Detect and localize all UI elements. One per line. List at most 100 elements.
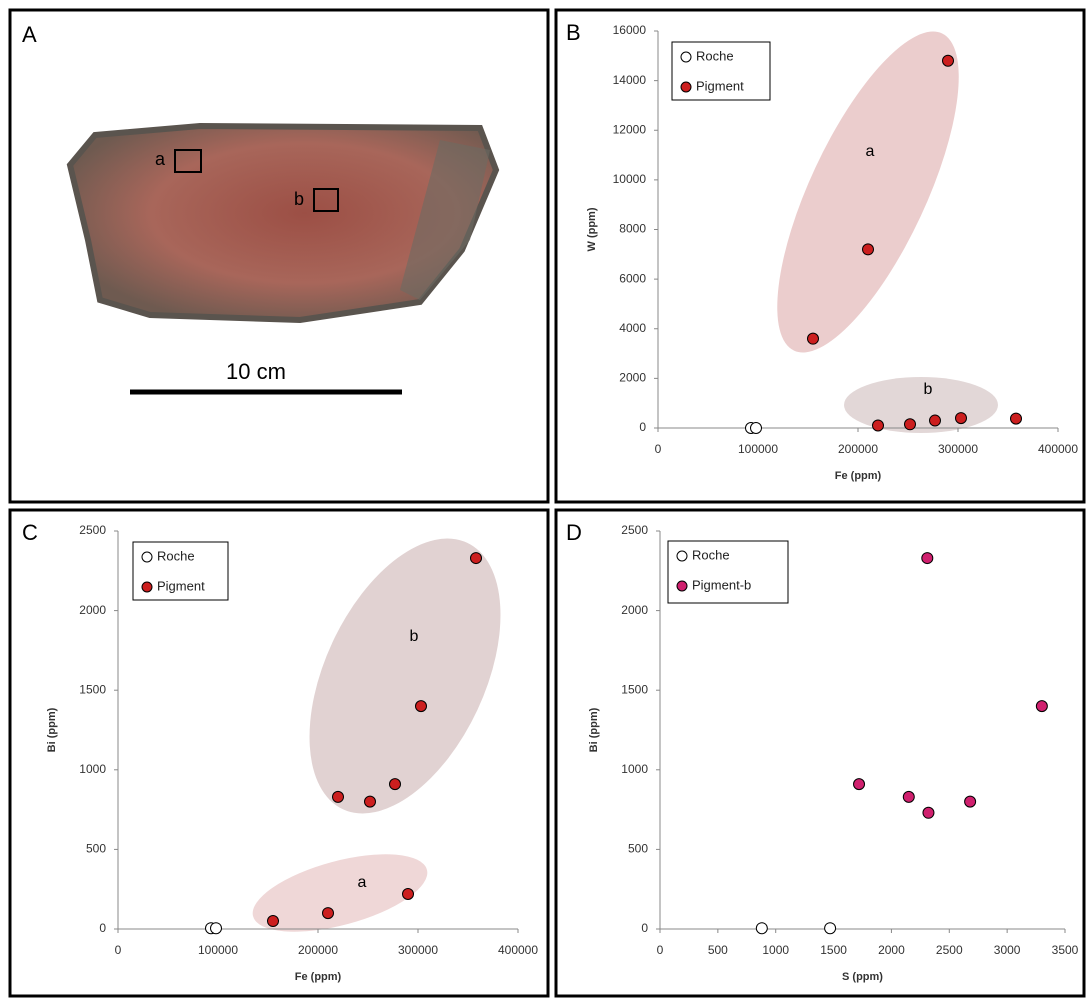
data-point <box>210 922 222 935</box>
y-tick-label: 0 <box>639 420 646 434</box>
y-axis-label: Bi (ppm) <box>588 707 600 752</box>
x-tick-label: 1500 <box>820 943 847 957</box>
data-point <box>807 332 819 345</box>
x-tick-label: 1000 <box>762 943 789 957</box>
x-axis-label: S (ppm) <box>842 971 883 983</box>
y-tick-label: 2000 <box>621 603 648 617</box>
data-point <box>929 414 941 427</box>
y-tick-label: 6000 <box>619 271 646 285</box>
panel-letter: C <box>22 520 38 545</box>
x-tick-label: 2000 <box>878 943 905 957</box>
y-axis-label: Bi (ppm) <box>46 707 58 752</box>
y-tick-label: 8000 <box>619 222 646 236</box>
data-point <box>872 419 884 432</box>
data-point <box>904 418 916 431</box>
data-point <box>824 922 837 935</box>
sample-label: a <box>155 149 166 169</box>
group-ellipse <box>252 854 428 932</box>
data-point <box>755 922 768 935</box>
x-tick-label: 0 <box>655 442 662 456</box>
y-tick-label: 1500 <box>621 682 648 696</box>
data-point <box>902 790 915 803</box>
legend-marker <box>680 51 692 63</box>
legend-label: Pigment-b <box>692 577 751 592</box>
y-axis-label: W (ppm) <box>586 207 598 251</box>
data-point <box>322 907 334 920</box>
x-tick-label: 200000 <box>298 943 338 957</box>
sample-label: b <box>294 189 304 209</box>
x-axis-label: Fe (ppm) <box>835 470 882 482</box>
x-tick-label: 200000 <box>838 442 878 456</box>
data-point <box>364 795 376 808</box>
x-tick-label: 100000 <box>738 442 778 456</box>
group-label: a <box>358 874 367 891</box>
y-tick-label: 2500 <box>621 523 648 537</box>
panel-letter: D <box>566 520 582 545</box>
rock <box>66 122 500 324</box>
legend-box <box>667 540 789 604</box>
legend-marker <box>676 580 688 592</box>
x-tick-label: 100000 <box>198 943 238 957</box>
data-point <box>750 422 762 434</box>
y-tick-label: 500 <box>86 842 106 856</box>
y-tick-label: 2000 <box>79 603 106 617</box>
data-point <box>853 778 866 791</box>
group-label: a <box>866 143 875 160</box>
group-ellipse <box>844 377 998 433</box>
panel-frame <box>554 8 1086 504</box>
panel-letter: B <box>566 20 581 45</box>
y-tick-label: 0 <box>641 921 648 935</box>
legend-label: Pigment <box>157 578 205 593</box>
group-ellipse <box>309 538 501 814</box>
x-tick-label: 400000 <box>498 943 538 957</box>
y-tick-label: 10000 <box>613 172 647 186</box>
legend-label: Roche <box>696 48 734 63</box>
panel-frame <box>8 508 550 998</box>
data-point <box>332 790 344 803</box>
y-tick-label: 14000 <box>613 73 647 87</box>
legend-marker <box>676 550 688 562</box>
rock-edge <box>400 140 490 300</box>
y-tick-label: 12000 <box>613 122 647 136</box>
data-point <box>1010 412 1022 425</box>
legend-label: Roche <box>692 547 730 562</box>
y-tick-label: 4000 <box>619 321 646 335</box>
x-tick-label: 0 <box>657 943 664 957</box>
data-point <box>389 778 401 791</box>
data-point <box>922 806 935 819</box>
x-tick-label: 300000 <box>938 442 978 456</box>
y-tick-label: 0 <box>99 921 106 935</box>
x-tick-label: 2500 <box>936 943 963 957</box>
legend-marker <box>141 551 153 563</box>
x-tick-label: 400000 <box>1038 442 1078 456</box>
x-tick-label: 3500 <box>1052 943 1079 957</box>
x-tick-label: 0 <box>115 943 122 957</box>
y-tick-label: 1500 <box>79 682 106 696</box>
scale-label: 10 cm <box>226 359 286 384</box>
data-point <box>402 887 414 900</box>
y-tick-label: 16000 <box>613 23 647 37</box>
data-point <box>942 54 954 67</box>
legend-label: Pigment <box>696 78 744 93</box>
legend-marker <box>141 581 153 593</box>
x-axis-label: Fe (ppm) <box>295 971 342 983</box>
data-point <box>470 552 482 565</box>
y-tick-label: 2000 <box>619 371 646 385</box>
panel-frame <box>554 508 1086 998</box>
data-point <box>964 795 977 808</box>
panel-letter: A <box>22 22 37 47</box>
x-tick-label: 3000 <box>994 943 1021 957</box>
group-ellipse <box>777 31 959 353</box>
data-point <box>1035 700 1048 713</box>
y-tick-label: 1000 <box>79 762 106 776</box>
legend-marker <box>680 81 692 93</box>
data-point <box>862 243 874 256</box>
y-tick-label: 1000 <box>621 762 648 776</box>
y-tick-label: 500 <box>628 842 648 856</box>
photo-panel: A a b 10 cm <box>22 22 500 395</box>
sample-box <box>313 188 339 212</box>
group-label: b <box>924 381 933 398</box>
data-point <box>267 915 279 928</box>
data-point <box>921 552 934 565</box>
